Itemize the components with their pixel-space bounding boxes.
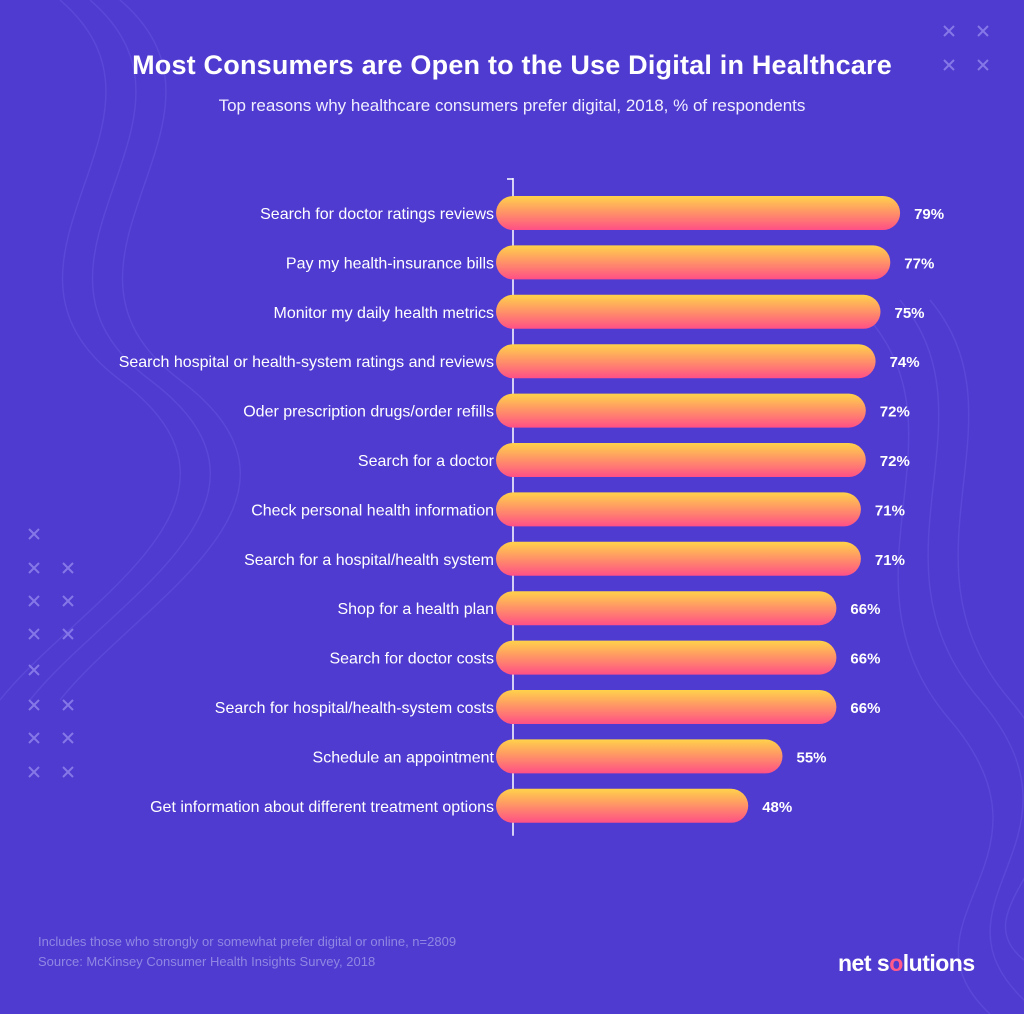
footnote: Includes those who strongly or somewhat … [38, 932, 456, 972]
logo-dot: o [889, 950, 903, 976]
data-label: 75% [895, 305, 925, 322]
footnote-source: Source: McKinsey Consumer Health Insight… [38, 954, 376, 969]
data-label: 79% [914, 206, 944, 223]
cross-pattern-left [28, 528, 74, 778]
cross-pattern-top-right [943, 25, 989, 71]
data-label: 72% [880, 453, 910, 470]
bar [496, 443, 866, 477]
data-label: 66% [850, 651, 880, 668]
category-label: Search for doctor costs [329, 651, 494, 668]
logo-text-part2: lutions [902, 950, 975, 976]
bar [496, 640, 837, 675]
data-label: 72% [880, 404, 910, 421]
data-label: 74% [890, 354, 920, 371]
category-label: Search for a doctor [358, 453, 495, 470]
category-label: Get information about different treatmen… [150, 799, 494, 816]
category-label: Search hospital or health-system ratings… [119, 354, 494, 371]
chart-title: Most Consumers are Open to the Use Digit… [132, 50, 892, 80]
bar [496, 393, 866, 428]
bar [496, 788, 749, 823]
category-label: Oder prescription drugs/order refills [243, 404, 494, 421]
chart-subtitle: Top reasons why healthcare consumers pre… [218, 96, 806, 115]
category-label: Search for hospital/health-system costs [215, 700, 494, 717]
logo-text-part1: net s [838, 950, 890, 976]
bar [496, 344, 876, 379]
bar [496, 196, 901, 230]
footnote-note: Includes those who strongly or somewhat … [38, 934, 457, 949]
data-label: 55% [797, 749, 827, 766]
data-label: 71% [875, 502, 905, 519]
bar [496, 739, 783, 774]
data-label: 66% [850, 700, 880, 717]
category-label: Monitor my daily health metrics [273, 305, 494, 322]
category-label: Pay my health-insurance bills [286, 255, 494, 272]
category-label: Check personal health information [251, 502, 494, 519]
bar [496, 245, 891, 280]
bar [496, 541, 861, 576]
data-label: 77% [904, 255, 934, 272]
bar [496, 591, 837, 626]
category-label: Search for doctor ratings reviews [260, 206, 494, 223]
data-label: 66% [850, 601, 880, 618]
net-solutions-logo: net solutions [838, 950, 975, 977]
bar [496, 492, 861, 527]
category-label: Shop for a health plan [337, 601, 494, 618]
bar [496, 294, 881, 329]
category-label: Search for a hospital/health system [244, 552, 494, 569]
category-label: Schedule an appointment [313, 749, 495, 766]
data-label: 71% [875, 552, 905, 569]
bar [496, 690, 837, 724]
data-label: 48% [762, 799, 792, 816]
